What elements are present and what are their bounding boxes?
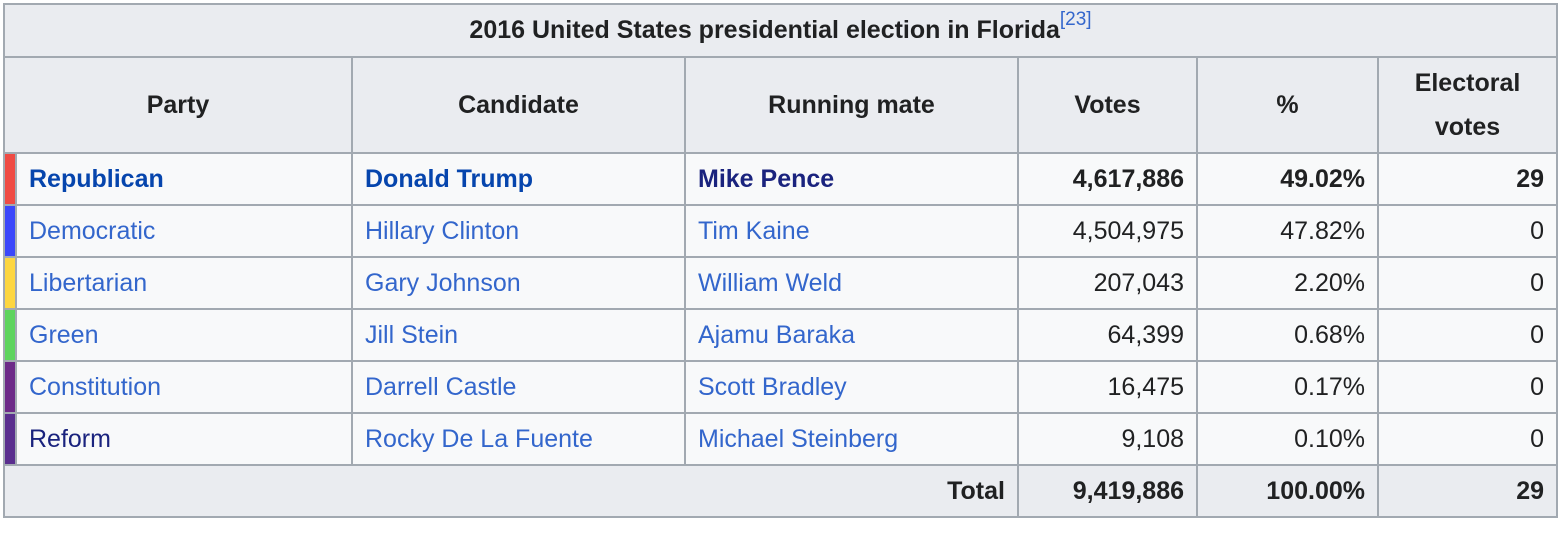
running-mate-cell: William Weld — [684, 256, 1019, 310]
votes-cell: 4,617,886 — [1017, 152, 1198, 206]
total-votes: 9,419,886 — [1017, 464, 1198, 518]
party-link[interactable]: Reform — [29, 424, 111, 453]
party-color-swatch — [3, 308, 17, 362]
party-color-swatch — [3, 360, 17, 414]
party-color-swatch — [3, 204, 17, 258]
running-mate-link[interactable]: Tim Kaine — [698, 216, 810, 245]
party-link[interactable]: Libertarian — [29, 268, 148, 297]
header-electoral-line2: votes — [1434, 113, 1501, 141]
percent-cell: 49.02% — [1196, 152, 1379, 206]
electoral-cell: 29 — [1377, 152, 1558, 206]
header-votes: Votes — [1017, 56, 1198, 154]
running-mate-link[interactable]: William Weld — [698, 268, 842, 297]
candidate-cell: Gary Johnson — [351, 256, 686, 310]
total-electoral: 29 — [1377, 464, 1558, 518]
votes-cell: 9,108 — [1017, 412, 1198, 466]
candidate-link[interactable]: Hillary Clinton — [365, 216, 520, 245]
party-link[interactable]: Democratic — [29, 216, 156, 245]
table-row: Democratic Hillary Clinton Tim Kaine 4,5… — [3, 204, 1558, 258]
table-caption: 2016 United States presidential election… — [3, 3, 1558, 58]
header-electoral-votes: Electoral votes — [1377, 56, 1558, 154]
party-link[interactable]: Constitution — [29, 372, 162, 401]
percent-cell: 0.17% — [1196, 360, 1379, 414]
table-row: Green Jill Stein Ajamu Baraka 64,399 0.6… — [3, 308, 1558, 362]
votes-cell: 16,475 — [1017, 360, 1198, 414]
candidate-link[interactable]: Gary Johnson — [365, 268, 521, 297]
table-title: 2016 United States presidential election… — [469, 16, 1060, 44]
electoral-cell: 0 — [1377, 204, 1558, 258]
candidate-link[interactable]: Jill Stein — [365, 320, 459, 349]
party-link[interactable]: Green — [29, 320, 99, 349]
candidate-cell: Donald Trump — [351, 152, 686, 206]
votes-cell: 207,043 — [1017, 256, 1198, 310]
header-candidate: Candidate — [351, 56, 686, 154]
party-color-swatch — [3, 152, 17, 206]
electoral-cell: 0 — [1377, 256, 1558, 310]
table-row: Republican Donald Trump Mike Pence 4,617… — [3, 152, 1558, 206]
candidate-link[interactable]: Rocky De La Fuente — [365, 424, 593, 453]
candidate-cell: Rocky De La Fuente — [351, 412, 686, 466]
table-row: Libertarian Gary Johnson William Weld 20… — [3, 256, 1558, 310]
votes-cell: 4,504,975 — [1017, 204, 1198, 258]
party-color-swatch — [3, 256, 17, 310]
header-party: Party — [3, 56, 353, 154]
running-mate-cell: Mike Pence — [684, 152, 1019, 206]
running-mate-cell: Scott Bradley — [684, 360, 1019, 414]
header-running-mate: Running mate — [684, 56, 1019, 154]
total-percent: 100.00% — [1196, 464, 1379, 518]
party-cell: Democratic — [15, 204, 353, 258]
total-label: Total — [3, 464, 1019, 518]
party-cell: Reform — [15, 412, 353, 466]
table-row: Constitution Darrell Castle Scott Bradle… — [3, 360, 1558, 414]
candidate-cell: Darrell Castle — [351, 360, 686, 414]
candidate-cell: Hillary Clinton — [351, 204, 686, 258]
running-mate-link[interactable]: Ajamu Baraka — [698, 320, 856, 349]
votes-cell: 64,399 — [1017, 308, 1198, 362]
electoral-cell: 0 — [1377, 308, 1558, 362]
header-electoral-line1: Electoral — [1414, 69, 1521, 97]
candidate-cell: Jill Stein — [351, 308, 686, 362]
header-percent: % — [1196, 56, 1379, 154]
electoral-cell: 0 — [1377, 412, 1558, 466]
running-mate-cell: Tim Kaine — [684, 204, 1019, 258]
percent-cell: 2.20% — [1196, 256, 1379, 310]
party-link[interactable]: Republican — [29, 164, 164, 193]
party-color-swatch — [3, 412, 17, 466]
percent-cell: 0.10% — [1196, 412, 1379, 466]
running-mate-cell: Michael Steinberg — [684, 412, 1019, 466]
running-mate-cell: Ajamu Baraka — [684, 308, 1019, 362]
candidate-link[interactable]: Donald Trump — [365, 164, 534, 193]
election-results-table: 2016 United States presidential election… — [3, 3, 1558, 518]
table-row: Reform Rocky De La Fuente Michael Steinb… — [3, 412, 1558, 466]
party-cell: Constitution — [15, 360, 353, 414]
total-row: Total 9,419,886 100.00% 29 — [3, 464, 1558, 518]
electoral-cell: 0 — [1377, 360, 1558, 414]
party-cell: Republican — [15, 152, 353, 206]
running-mate-link[interactable]: Scott Bradley — [698, 372, 847, 401]
running-mate-link[interactable]: Mike Pence — [698, 164, 835, 193]
running-mate-link[interactable]: Michael Steinberg — [698, 424, 899, 453]
percent-cell: 0.68% — [1196, 308, 1379, 362]
candidate-link[interactable]: Darrell Castle — [365, 372, 517, 401]
percent-cell: 47.82% — [1196, 204, 1379, 258]
party-cell: Libertarian — [15, 256, 353, 310]
party-cell: Green — [15, 308, 353, 362]
reference-link[interactable]: [23] — [1059, 8, 1092, 30]
